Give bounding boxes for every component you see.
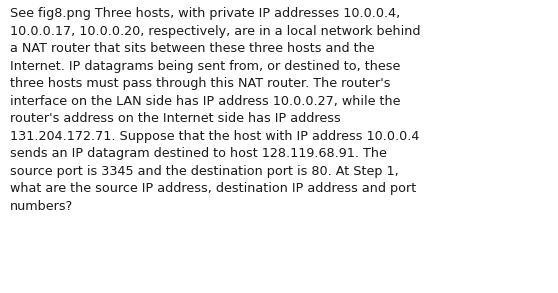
Text: See fig8.png Three hosts, with private IP addresses 10.0.0.4,
10.0.0.17, 10.0.0.: See fig8.png Three hosts, with private I…	[10, 7, 421, 213]
